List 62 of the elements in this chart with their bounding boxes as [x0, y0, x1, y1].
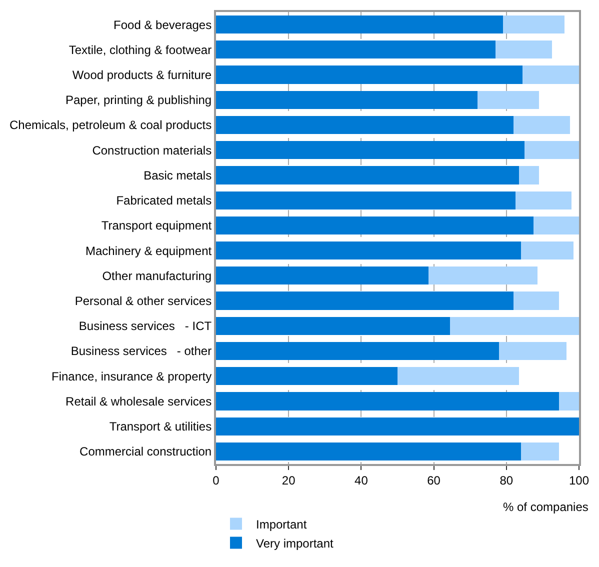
bar [524, 141, 579, 160]
y-tick-label: Business services - other [70, 344, 212, 358]
bar [216, 66, 523, 84]
bar [450, 316, 579, 335]
bar [534, 216, 579, 234]
bar [499, 342, 566, 360]
x-tick-label: 80 [500, 473, 514, 488]
y-tick-label: Textile, clothing & footwear [68, 42, 212, 57]
bar [522, 66, 579, 84]
y-tick-label: Business services - ICT [78, 319, 212, 334]
bar [519, 166, 540, 184]
y-tick-label: Finance, insurance & property [52, 369, 212, 384]
bar [520, 242, 574, 260]
bar [216, 392, 560, 410]
x-tick-label: 0 [212, 473, 220, 488]
bar [216, 166, 520, 184]
bar [502, 16, 564, 34]
bar [216, 417, 579, 436]
x-tick-label: 40 [354, 473, 368, 488]
y-tick-label: Paper, printing & publishing [65, 93, 212, 108]
y-tick-label: Chemicals, petroleum & coal products [10, 118, 212, 132]
bar [216, 40, 496, 59]
y-tick-label: Transport equipment [101, 218, 212, 233]
bar [398, 367, 520, 386]
bar [559, 392, 579, 410]
bar [216, 367, 398, 386]
bar [216, 141, 525, 160]
bar [216, 442, 521, 460]
bar [428, 266, 538, 285]
x-tick-label: 20 [282, 473, 296, 488]
x-tick-label: 60 [427, 473, 441, 488]
bar [496, 40, 552, 59]
y-tick-label: Commercial construction [80, 444, 212, 459]
y-tick-label: Personal & other services [74, 294, 212, 308]
bar [216, 16, 503, 34]
bar [216, 316, 450, 335]
bar [216, 342, 500, 360]
bar [514, 116, 570, 134]
y-tick-label: Food & beverages [114, 18, 212, 32]
bar [216, 242, 521, 260]
bar [216, 216, 534, 234]
y-tick-label: Transport & utilities [109, 420, 212, 434]
y-tick-label: Wood products & furniture [72, 68, 212, 82]
bar [216, 292, 514, 310]
x-axis-title: % of companies [503, 500, 588, 514]
x-tick-label: 100 [568, 473, 590, 488]
y-tick-label: Construction materials [92, 143, 212, 158]
y-tick-label: Retail & wholesale services [66, 394, 212, 408]
legend-label: Very important [256, 536, 334, 550]
bar [515, 191, 572, 210]
y-tick-label: Machinery & equipment [86, 244, 212, 258]
bar [216, 191, 516, 210]
y-tick-label: Basic metals [144, 168, 212, 182]
bar [514, 292, 560, 310]
y-tick-label: Fabricated metals [116, 194, 212, 208]
bar [216, 116, 514, 134]
bar [216, 90, 478, 109]
legend-label: Important [256, 517, 308, 532]
bar [216, 266, 428, 285]
bar [477, 90, 540, 109]
bar [520, 442, 560, 460]
y-tick-label: Other manufacturing [102, 268, 212, 283]
